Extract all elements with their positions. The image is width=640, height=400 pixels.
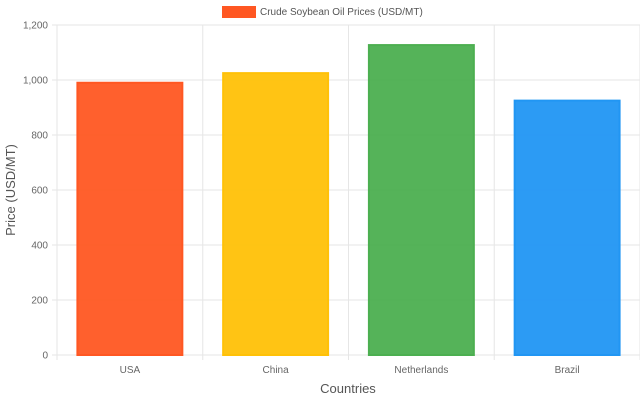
legend-swatch bbox=[222, 6, 256, 18]
bars bbox=[76, 44, 621, 356]
y-tick-label: 0 bbox=[42, 351, 48, 362]
x-axis-title: Countries bbox=[320, 381, 376, 396]
y-tick-label: 200 bbox=[31, 296, 48, 307]
x-axis-ticks: USA China Netherlands Brazil bbox=[120, 365, 580, 376]
y-tick-label: 600 bbox=[31, 186, 48, 197]
x-tick-label: Netherlands bbox=[394, 365, 448, 376]
bar-china[interactable] bbox=[222, 72, 330, 356]
legend[interactable]: Crude Soybean Oil Prices (USD/MT) bbox=[222, 6, 423, 18]
x-tick-label: Brazil bbox=[555, 365, 580, 376]
bar-usa[interactable] bbox=[76, 81, 184, 356]
y-tick-label: 1,200 bbox=[23, 21, 48, 32]
y-axis-title: Price (USD/MT) bbox=[3, 144, 18, 236]
x-tick-label: USA bbox=[120, 365, 141, 376]
bar-brazil[interactable] bbox=[513, 99, 621, 356]
y-tick-label: 400 bbox=[31, 241, 48, 252]
y-axis-ticks: 0 200 400 600 800 1,000 1,200 bbox=[23, 21, 48, 362]
legend-label: Crude Soybean Oil Prices (USD/MT) bbox=[260, 7, 423, 18]
bar-netherlands[interactable] bbox=[367, 44, 475, 356]
y-tick-label: 1,000 bbox=[23, 76, 48, 87]
y-tick-label: 800 bbox=[31, 131, 48, 142]
x-tick-label: China bbox=[263, 365, 290, 376]
